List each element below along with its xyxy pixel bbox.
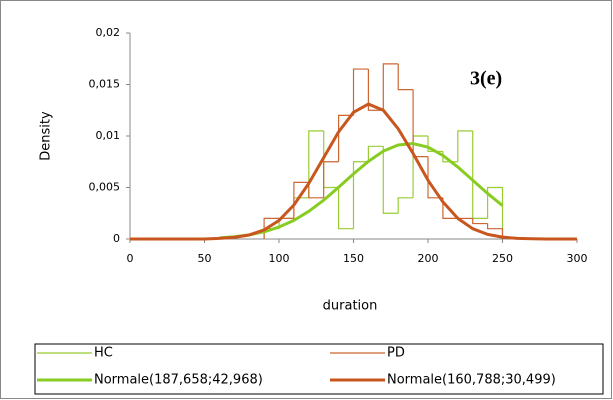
- histogram-step: [367, 69, 384, 111]
- x-tick-label: 300: [567, 252, 588, 265]
- y-tick-label: 0,02: [96, 26, 121, 39]
- histogram-step: [338, 187, 354, 230]
- histogram-step: [352, 161, 369, 229]
- x-tick-label: 0: [127, 252, 134, 265]
- x-tick-label: 100: [269, 252, 290, 265]
- histogram-step: [323, 161, 339, 198]
- histogram-step: [338, 114, 354, 162]
- x-axis-label: duration: [323, 299, 378, 314]
- histogram-step: [442, 197, 458, 219]
- histogram-step: [457, 130, 473, 162]
- y-tick-label: 0: [113, 232, 120, 245]
- histogram-step: [352, 68, 369, 116]
- histogram-step: [487, 186, 504, 239]
- x-tick-label: 250: [492, 252, 513, 265]
- y-tick-label: 0,005: [89, 181, 121, 194]
- legend-label: PD: [387, 346, 405, 361]
- histogram-step: [487, 223, 504, 239]
- histogram-step: [427, 156, 443, 199]
- density-curve: [219, 142, 504, 240]
- y-tick-label: 0,015: [89, 78, 121, 91]
- legend-label: Normale(187,658;42,968): [94, 373, 263, 388]
- histogram-step: [382, 63, 399, 111]
- histogram-step: [412, 89, 428, 158]
- histogram-step: [308, 130, 324, 198]
- histogram-step: [397, 63, 414, 91]
- histogram-step: [382, 146, 399, 214]
- legend-label: Normale(160,788;30,499): [387, 373, 556, 388]
- y-axis-label: Density: [39, 111, 54, 161]
- histogram-step: [367, 145, 384, 162]
- histogram-step: [472, 218, 488, 225]
- x-tick-label: 150: [343, 252, 364, 265]
- histogram-step: [308, 182, 324, 199]
- annotation: 3(e): [470, 68, 502, 90]
- y-tick-label: 0,01: [96, 129, 121, 142]
- x-tick-label: 200: [418, 252, 439, 265]
- legend: [34, 343, 604, 395]
- legend-label: HC: [94, 346, 113, 361]
- x-tick-label: 50: [198, 252, 212, 265]
- density-curve: [130, 102, 577, 241]
- histogram-step: [397, 197, 414, 214]
